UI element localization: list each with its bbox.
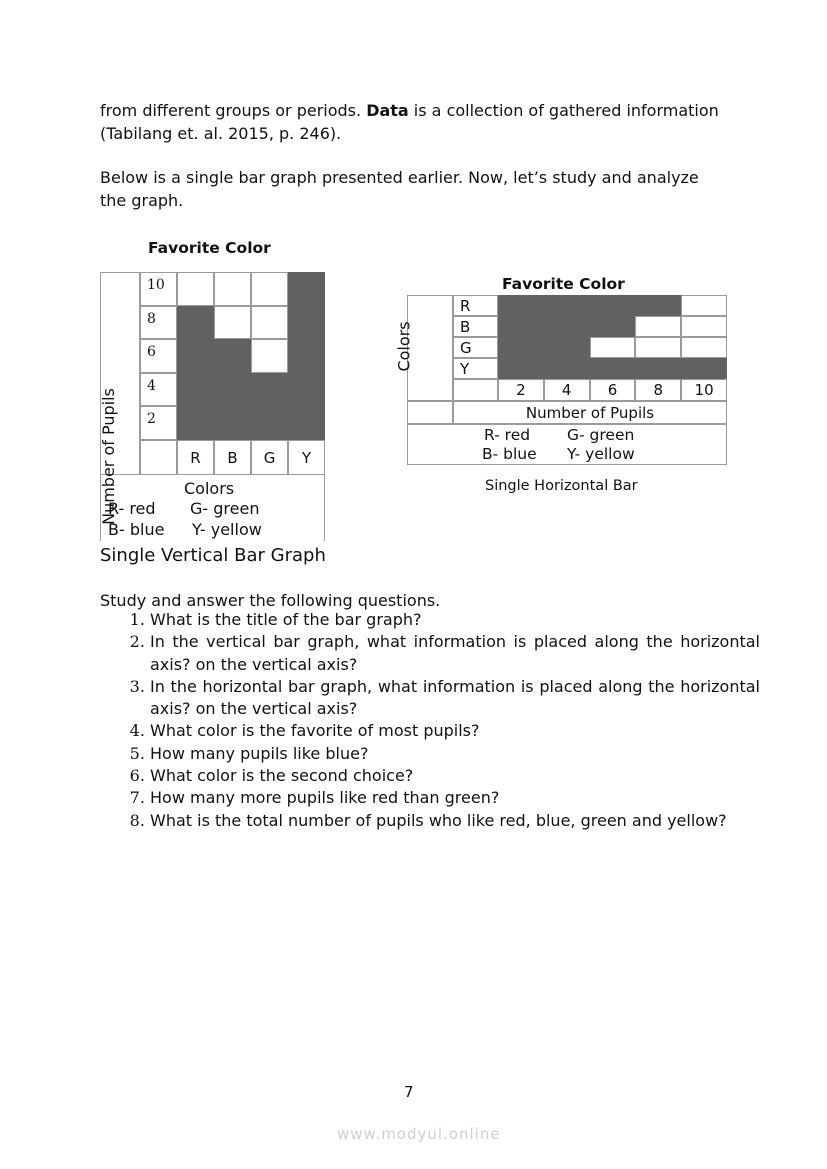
vertical-chart-caption: Single Vertical Bar Graph <box>100 545 326 566</box>
x-tick-label: 8 <box>635 379 682 401</box>
y-tick-label: 6 <box>140 339 177 373</box>
legend-entry: B- blue <box>108 520 165 539</box>
x-tick-label: 6 <box>589 379 636 401</box>
question-item: What is the title of the bar graph? <box>150 609 760 631</box>
grid-cell <box>214 272 251 306</box>
y-tick-label: 8 <box>140 305 177 340</box>
grid-cell <box>251 305 288 340</box>
x-tick-label: B <box>214 440 251 475</box>
empty-cell <box>453 379 498 401</box>
legend-entry: G- green <box>567 426 635 444</box>
y-tick-label: Y <box>453 358 498 379</box>
grid-cell <box>635 316 682 337</box>
page-number: 7 <box>404 1083 414 1101</box>
empty-cell <box>407 401 453 424</box>
question-item: In the horizontal bar graph, what inform… <box>150 676 760 721</box>
bar-G <box>498 337 590 358</box>
intro-paragraph: from different groups or periods. Data i… <box>100 101 719 143</box>
horizontal-chart-caption: Single Horizontal Bar <box>485 478 638 494</box>
question-item: What color is the favorite of most pupil… <box>150 720 760 742</box>
x-tick-label: R <box>177 440 214 475</box>
legend-box <box>100 475 325 541</box>
questions-intro: Study and answer the following questions… <box>100 591 441 610</box>
bar-G <box>251 372 288 440</box>
grid-cell <box>589 337 636 358</box>
x-tick-label: 2 <box>498 379 544 401</box>
bar-Y <box>288 272 325 440</box>
questions-list: What is the title of the bar graph?In th… <box>118 609 760 832</box>
x-tick-label: 10 <box>681 379 727 401</box>
bar-B <box>498 316 636 337</box>
y-tick-label: R <box>453 295 498 316</box>
question-item: What is the total number of pupils who l… <box>150 810 760 832</box>
data-term: Data <box>366 101 409 120</box>
y-axis-label-cell <box>407 295 453 401</box>
legend-entry: R- red <box>484 426 531 444</box>
x-tick-label: G <box>251 440 288 475</box>
y-axis-label: Colors <box>394 321 414 372</box>
legend-entry: Y- yellow <box>567 445 635 463</box>
grid-cell <box>214 305 251 340</box>
y-tick-label: B <box>453 316 498 337</box>
legend-entry: R- red <box>108 499 156 518</box>
grid-cell <box>681 316 727 337</box>
grid-cell <box>681 295 727 316</box>
y-tick-label: 4 <box>140 372 177 407</box>
bar-graph-intro: Below is a single bar graph presented ea… <box>100 168 699 210</box>
horizontal-chart-title: Favorite Color <box>502 275 625 293</box>
y-tick-label: 10 <box>140 272 177 306</box>
x-tick-label: 4 <box>543 379 590 401</box>
bar-B <box>214 339 251 440</box>
x-axis-label: Number of Pupils <box>453 401 727 424</box>
grid-cell <box>681 337 727 358</box>
legend-entry: G- green <box>190 499 260 518</box>
legend-box <box>407 424 727 465</box>
y-axis-label-cell <box>100 272 140 475</box>
bar-R <box>177 305 214 440</box>
empty-cell <box>140 440 177 475</box>
grid-cell <box>251 272 288 306</box>
grid-cell <box>177 272 214 306</box>
question-item: How many more pupils like red than green… <box>150 787 760 809</box>
question-item: What color is the second choice? <box>150 765 760 787</box>
bar-R <box>498 295 682 316</box>
x-tick-label: Y <box>288 440 325 475</box>
vertical-chart-title: Favorite Color <box>148 239 271 257</box>
watermark: www.modyul.online <box>337 1125 501 1143</box>
grid-cell <box>635 337 682 358</box>
bar-Y <box>498 358 727 379</box>
grid-cell <box>251 339 288 373</box>
question-item: In the vertical bar graph, what informat… <box>150 631 760 676</box>
legend-entry: B- blue <box>482 445 537 463</box>
x-axis-label: Colors <box>184 479 235 498</box>
question-item: How many pupils like blue? <box>150 743 760 765</box>
y-tick-label: 2 <box>140 406 177 440</box>
y-tick-label: G <box>453 337 498 358</box>
legend-entry: Y- yellow <box>192 520 262 539</box>
